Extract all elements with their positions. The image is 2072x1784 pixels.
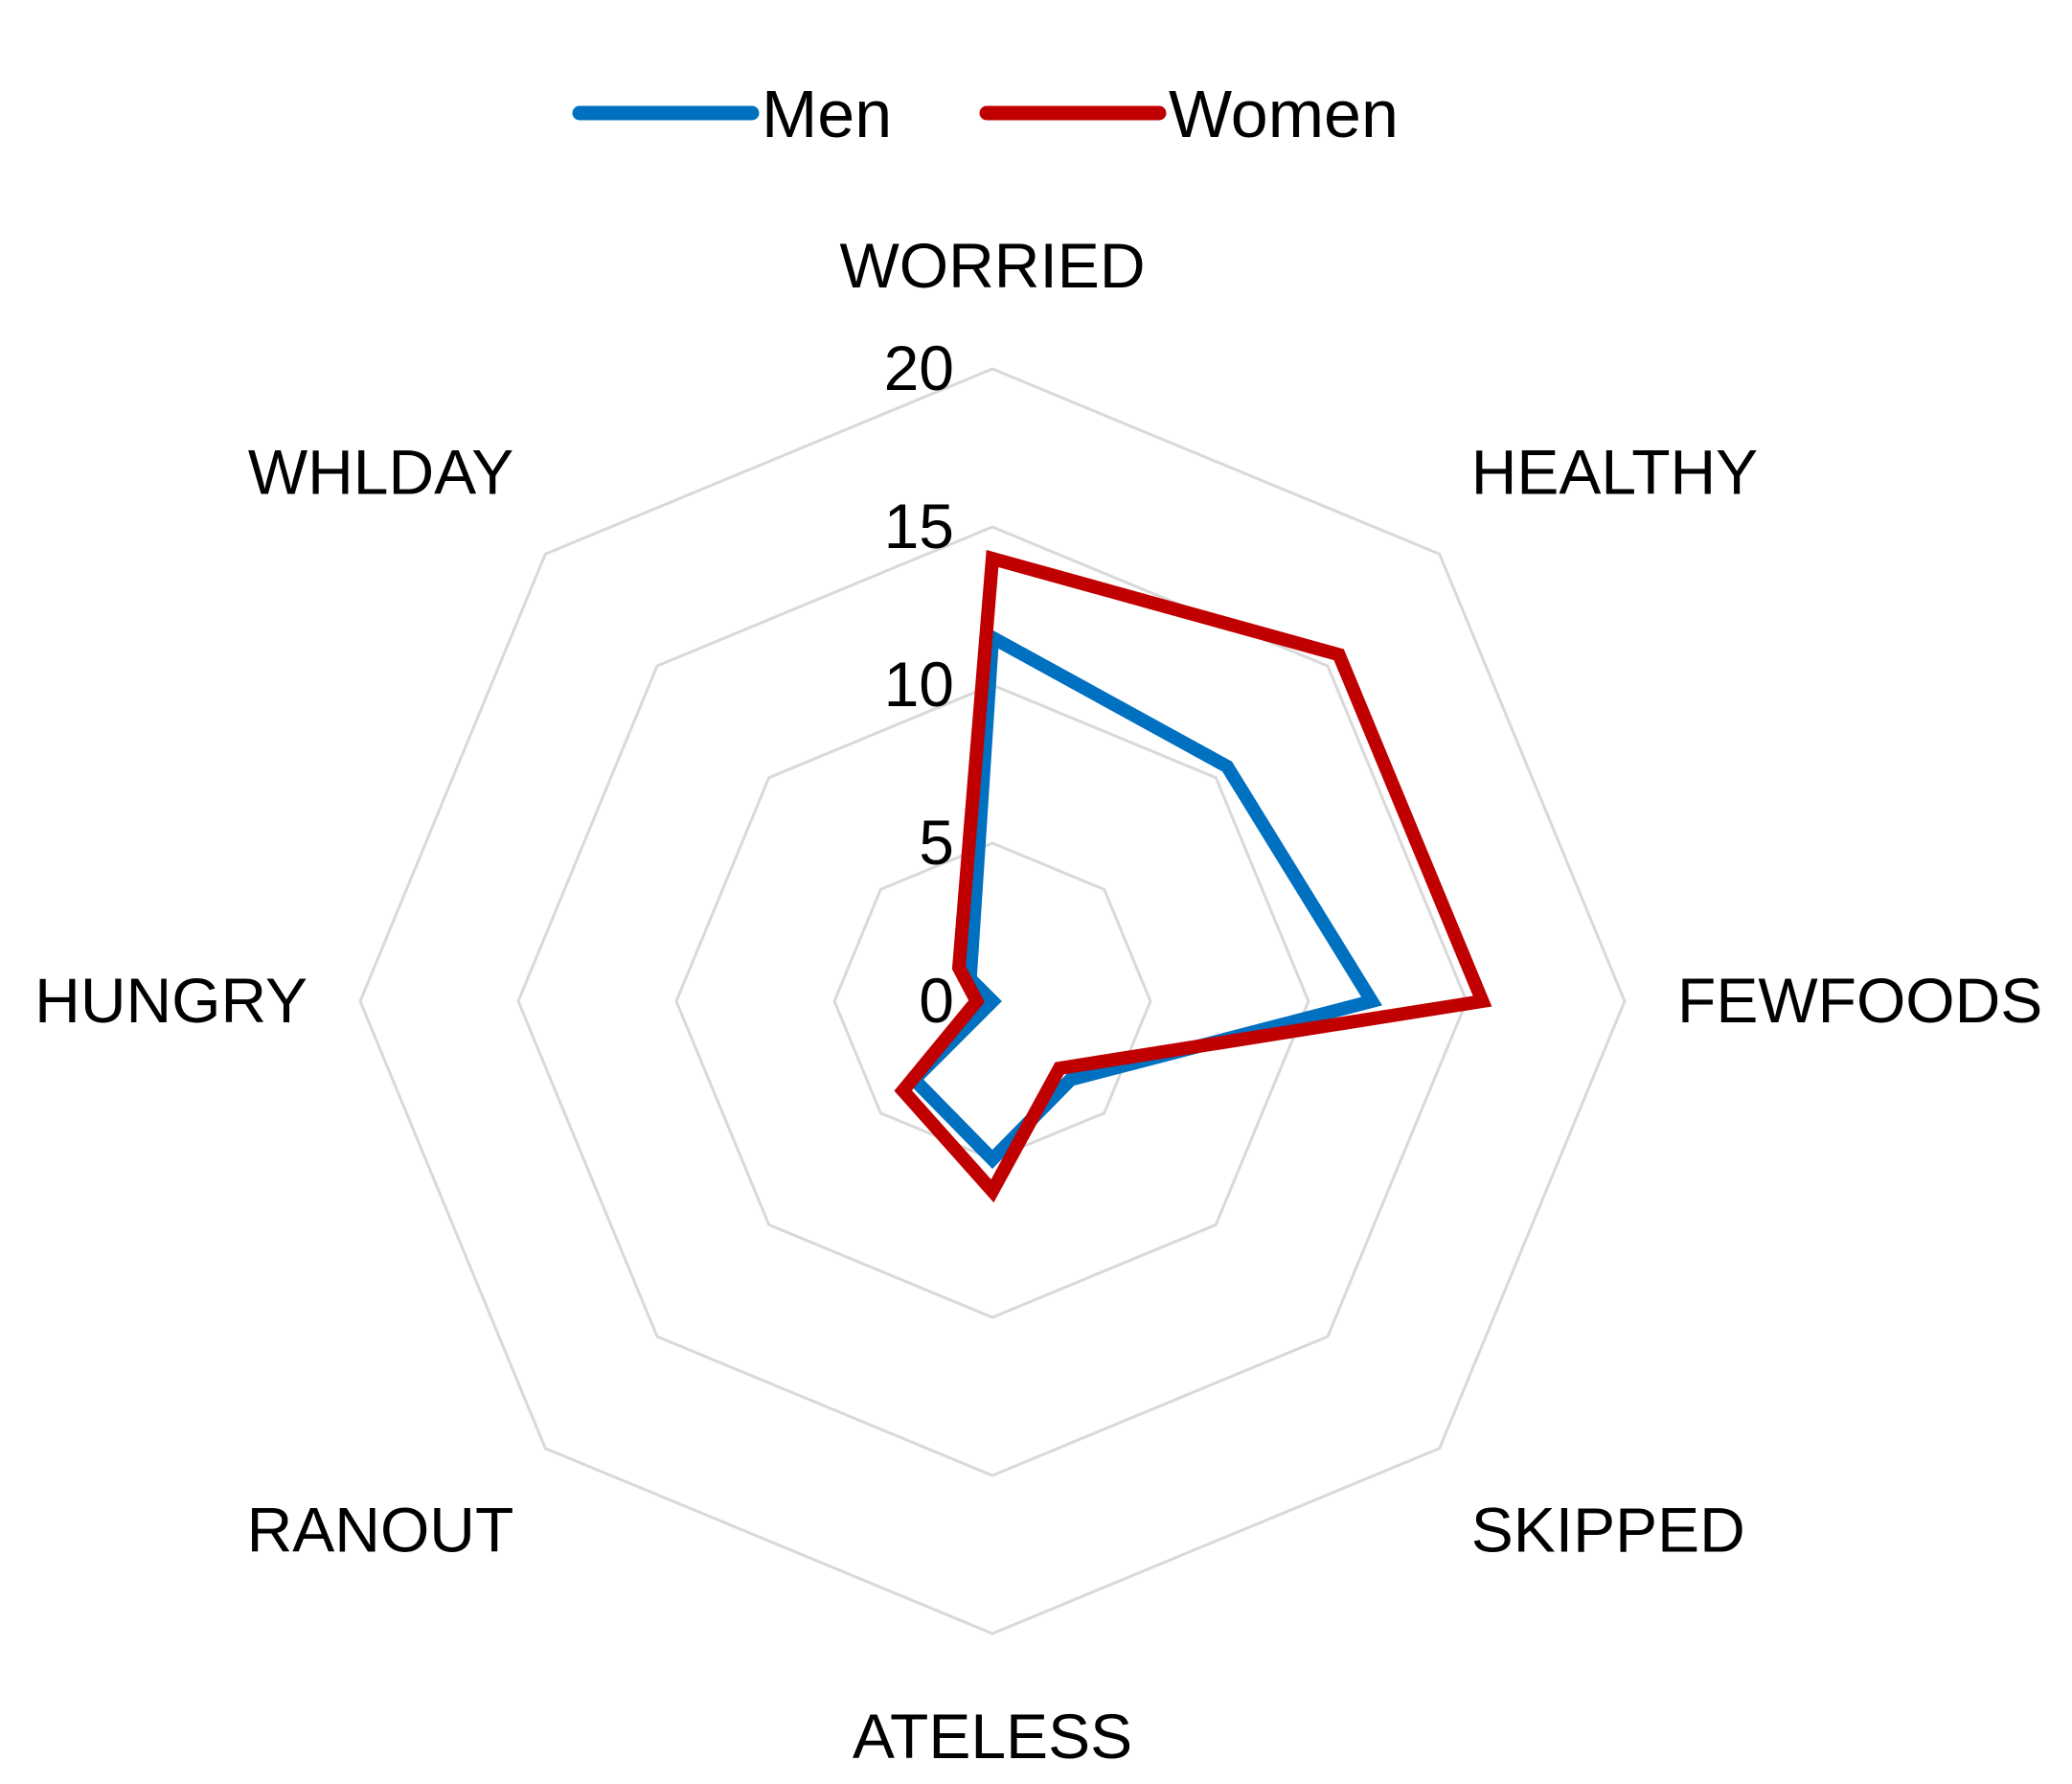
category-label-worried: WORRIED [840, 230, 1146, 301]
category-label-skipped: SKIPPED [1471, 1495, 1745, 1566]
category-label-fewfoods: FEWFOODS [1677, 965, 2042, 1036]
radar-grid [358, 367, 1627, 1635]
legend-item-women: Women [979, 77, 1399, 151]
legend-item-men: Men [572, 77, 892, 151]
grid-ring-15 [516, 525, 1469, 1477]
tick-label: 15 [884, 491, 954, 561]
legend: Men Women [572, 77, 1399, 151]
legend-label-women: Women [1169, 77, 1399, 151]
category-label-whlday: WHLDAY [248, 436, 513, 507]
tick-label: 0 [919, 965, 954, 1036]
series-lines [894, 549, 1492, 1203]
category-label-ranout: RANOUT [247, 1495, 514, 1566]
grid-ring-20 [358, 367, 1627, 1635]
tick-label: 5 [919, 807, 954, 878]
legend-label-men: Men [762, 77, 892, 151]
grid-ring-10 [674, 683, 1310, 1319]
category-label-ateless: ATELESS [853, 1701, 1132, 1772]
tick-label: 10 [884, 649, 954, 720]
tick-label: 20 [884, 332, 954, 403]
radial-tick-labels: 0 5 10 15 20 [884, 332, 954, 1036]
category-label-healthy: HEALTHY [1471, 436, 1759, 507]
category-label-hungry: HUNGRY [34, 965, 307, 1036]
series-line-women [894, 549, 1492, 1203]
category-labels: WORRIED HEALTHY FEWFOODS SKIPPED ATELESS RANO… [34, 230, 2042, 1772]
